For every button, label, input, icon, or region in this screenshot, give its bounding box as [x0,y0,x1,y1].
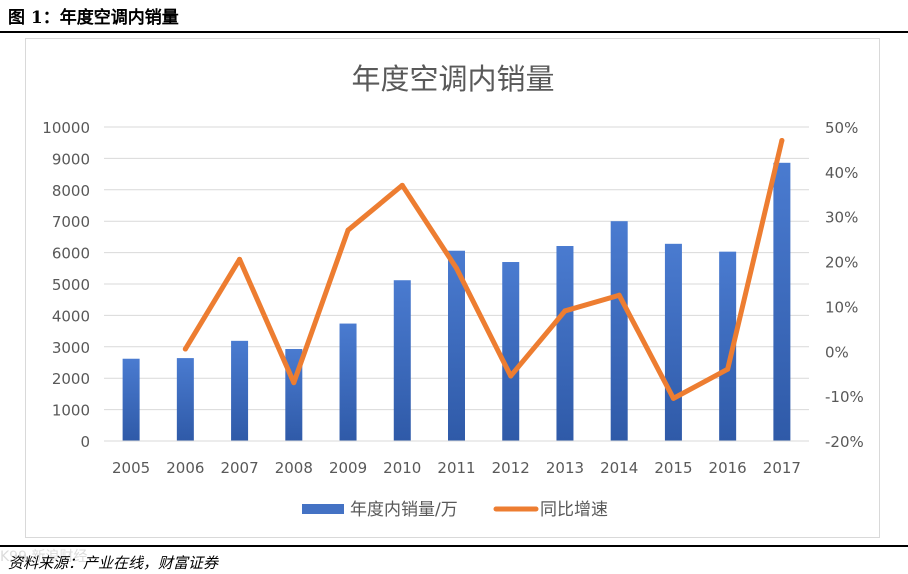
bar [719,251,737,441]
bar [773,162,791,441]
y-axis-right: -20% -10% 0% 10% 20% 30% 40% 50% [825,119,864,451]
x-tick-label: 2009 [329,459,367,477]
line-point [508,373,514,379]
watermark: K99 新浪财经 [0,549,88,565]
y-left-tick-label: 7000 [52,213,90,231]
line-point [345,227,351,233]
y-left-tick-label: 2000 [52,370,90,388]
y-left-tick-label: 6000 [52,245,90,263]
x-tick-label: 2010 [383,459,421,477]
line-point [399,182,405,188]
source-note: 资料来源：产业在线，财富证券 [8,554,219,572]
y-right-tick-label: 10% [825,298,858,316]
chart-svg: 年度空调内销量 0 1000 2000 3000 4000 5000 6000 7000 800… [42,62,864,520]
y-left-tick-label: 10000 [42,119,90,137]
legend: 年度内销量/万 同比增速 [302,500,608,520]
line-point [562,308,568,314]
bar [556,246,574,441]
line-point [182,346,188,352]
figure-caption: 图 1：年度空调内销量 [8,8,179,28]
top-rule [0,31,908,33]
y-left-tick-label: 3000 [52,339,90,357]
bottom-rule [0,545,908,547]
chart-frame: 年度空调内销量 0 1000 2000 3000 4000 5000 6000 7000 800… [25,38,880,538]
line-point [616,292,622,298]
bar [448,250,465,441]
x-axis: 2005 2006 2007 2008 2009 2010 2011 2012 2013 2014… [104,440,809,477]
x-tick-label: 2015 [654,459,692,477]
y-left-tick-label: 9000 [52,150,90,168]
y-left-tick-label: 4000 [52,307,90,325]
x-tick-label: 2011 [437,459,475,477]
x-tick-label: 2016 [709,459,747,477]
y-right-tick-label: -20% [825,433,864,451]
y-axis-left: 0 1000 2000 3000 4000 5000 6000 7000 8000 9000 100… [42,119,90,451]
x-tick-label: 2013 [546,459,584,477]
line-point [725,366,731,372]
line-point [237,256,243,262]
x-tick-label: 2012 [492,459,530,477]
x-tick-label: 2008 [275,459,313,477]
line-point [779,137,785,143]
bar [231,340,249,441]
x-tick-label: 2005 [112,459,150,477]
x-tick-label: 2014 [600,459,638,477]
growth-line [182,137,785,401]
line-point [291,380,297,386]
bar [176,358,194,441]
y-left-tick-label: 0 [80,433,90,451]
bar [664,243,682,441]
legend-swatch-bar [302,504,344,514]
bar [393,280,411,441]
chart-title: 年度空调内销量 [351,62,554,96]
bar-series [122,162,791,441]
y-right-tick-label: 20% [825,254,858,272]
x-tick-label: 2006 [166,459,204,477]
legend-label-line: 同比增速 [540,500,608,520]
y-left-tick-label: 1000 [52,402,90,420]
y-right-tick-label: 50% [825,119,858,137]
bar [339,323,357,441]
bar [122,358,140,441]
legend-label-bar: 年度内销量/万 [350,500,458,520]
y-left-tick-label: 5000 [52,276,90,294]
bar [502,262,520,441]
bar [610,221,628,441]
y-right-tick-label: 40% [825,164,858,182]
x-tick-label: 2017 [763,459,801,477]
x-tick-label: 2007 [220,459,258,477]
y-right-tick-label: 30% [825,209,858,227]
y-left-tick-label: 8000 [52,182,90,200]
y-right-tick-label: -10% [825,388,864,406]
line-point [454,265,459,271]
y-right-tick-label: 0% [825,343,849,361]
line-series [182,137,785,401]
line-point [670,395,676,401]
